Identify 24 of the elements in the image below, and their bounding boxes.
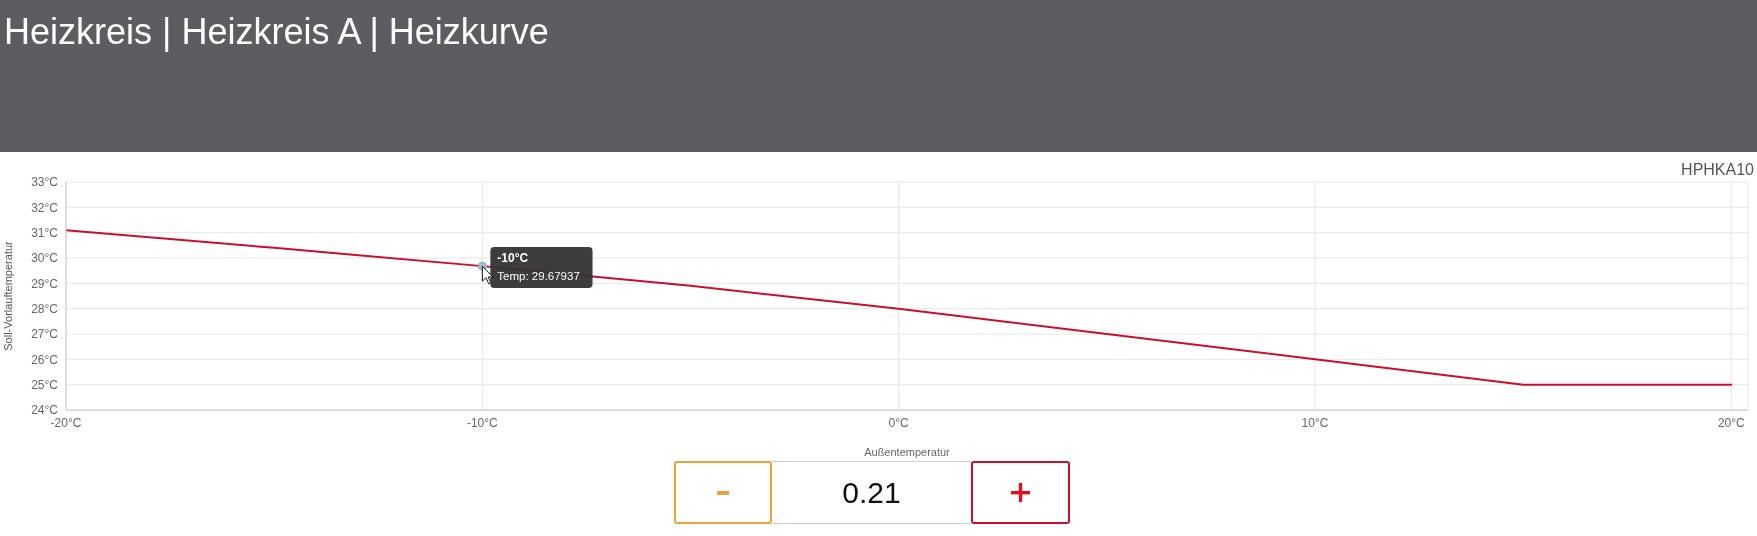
y-tick-label: 27°C xyxy=(31,327,59,342)
annotation: Temp: 29.67937 xyxy=(497,270,580,283)
text: HPHKA10 xyxy=(1681,161,1754,178)
y-tick-label: 26°C xyxy=(31,352,59,367)
y-tick-label: 28°C xyxy=(31,301,59,316)
y-tick-label: 33°C xyxy=(31,175,59,190)
annotation: -10°C xyxy=(497,251,529,266)
x-tick-label: -20°C xyxy=(50,415,82,430)
y-tick-label: 31°C xyxy=(31,225,59,240)
x-tick-label: 0°C xyxy=(888,415,910,430)
y-tick-label: 25°C xyxy=(31,377,59,392)
chart-title: Heizkreis | Heizkreis A | Heizkurve xyxy=(4,11,549,52)
y-tick-label: 32°C xyxy=(31,200,59,215)
x-tick-label: 20°C xyxy=(1717,415,1746,430)
x-tick-label: 10°C xyxy=(1301,415,1329,430)
y-tick-label: 30°C xyxy=(31,251,59,266)
x-axis-title: Außentemperatur xyxy=(864,446,951,458)
line-series xyxy=(66,229,1733,386)
y-axis-title: Soll-Vorlauftemperatur xyxy=(1,241,14,351)
number-field[interactable]: 0.21 xyxy=(772,461,971,524)
y-tick-label: 29°C xyxy=(31,276,59,291)
x-tick-label: -10°C xyxy=(466,415,499,430)
plus-button[interactable] xyxy=(971,461,1070,524)
y-tick-label: 24°C xyxy=(31,403,59,418)
